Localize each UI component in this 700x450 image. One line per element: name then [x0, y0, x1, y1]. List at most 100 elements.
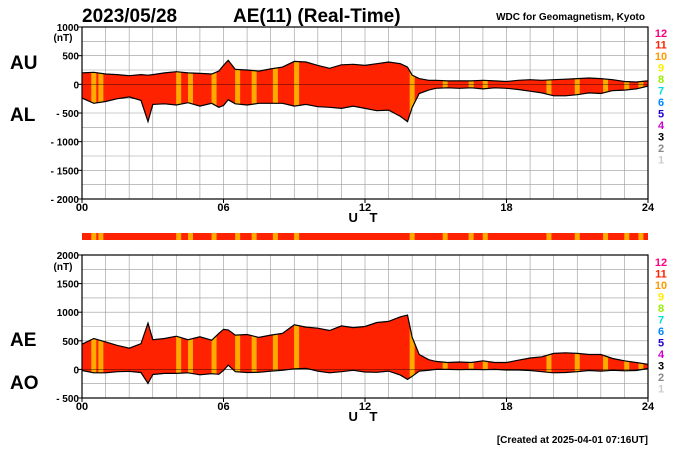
- station-bar-segment: [211, 233, 217, 240]
- station-bar-segment: [574, 233, 580, 240]
- ae-ao-x-ticks: 00 06 12 18 24: [76, 398, 655, 413]
- station-band: [603, 60, 609, 122]
- station-bar-segment: [251, 233, 257, 240]
- y-tick-label: 1000: [57, 308, 80, 319]
- station-count-12: 12: [655, 28, 667, 40]
- station-band: [294, 315, 300, 384]
- y-tick-label: 1000: [57, 23, 80, 34]
- y-tick-label: - 1500: [51, 166, 80, 177]
- station-count-1: 1: [658, 155, 664, 167]
- y-tick-label: 0: [73, 365, 79, 376]
- x-tick-label: 24: [642, 202, 655, 214]
- station-band: [91, 315, 97, 384]
- x-tick-label: 00: [76, 202, 88, 214]
- created-timestamp: [Created at 2025-04-01 07:16UT]: [497, 435, 648, 446]
- station-band: [574, 60, 580, 122]
- station-bar-fill: [82, 233, 648, 240]
- station-band: [176, 60, 182, 122]
- station-bar-segment: [482, 233, 488, 240]
- station-bar-segment: [235, 233, 241, 240]
- station-count-7: 7: [658, 86, 664, 98]
- series-line-au: [82, 59, 648, 83]
- station-bar-segment: [98, 233, 104, 240]
- station-count-6: 6: [658, 326, 664, 338]
- ao-label: AO: [10, 373, 39, 394]
- station-bar-segment: [624, 233, 630, 240]
- station-bar-segment: [638, 233, 644, 240]
- station-bar-segment: [91, 233, 97, 240]
- station-bar-segment: [409, 233, 415, 240]
- station-count-11: 11: [655, 40, 667, 52]
- station-bar-segment: [272, 233, 278, 240]
- y-tick-label: - 500: [56, 109, 79, 120]
- series-line-ao: [82, 364, 648, 385]
- station-count-10: 10: [655, 51, 667, 63]
- y-tick-label: 0: [73, 80, 79, 91]
- station-bar-segment: [603, 233, 609, 240]
- station-count-7: 7: [658, 315, 664, 327]
- station-count-11: 11: [655, 269, 667, 281]
- y-tick-label: 500: [62, 52, 79, 63]
- station-count-1: 1: [658, 384, 664, 396]
- station-bar-segment: [442, 233, 448, 240]
- station-band: [272, 60, 278, 122]
- au-al-x-ticks: 00 06 12 18 24: [76, 199, 655, 214]
- station-count-3: 3: [658, 361, 664, 373]
- station-band: [235, 315, 241, 384]
- station-bar: [82, 233, 648, 240]
- station-band: [176, 315, 182, 384]
- y-tick-label: - 2000: [51, 195, 80, 206]
- station-band: [91, 60, 97, 122]
- station-band: [211, 60, 217, 122]
- station-bar-segment: [294, 233, 300, 240]
- al-label: AL: [10, 105, 36, 126]
- date-title: 2023/05/28: [82, 6, 177, 27]
- station-count-9: 9: [658, 63, 664, 75]
- x-tick-label: 06: [217, 202, 229, 214]
- series-line-al: [82, 85, 648, 124]
- y-tick-label: 1500: [57, 280, 80, 291]
- station-bar-segment: [546, 233, 552, 240]
- station-band: [409, 60, 415, 122]
- ae-ao-unit-label: (nT): [54, 262, 73, 273]
- station-count-4: 4: [658, 120, 665, 132]
- x-tick-label: 18: [500, 401, 512, 413]
- station-count-2: 2: [658, 143, 664, 155]
- ae-ao-x-axis-label: U T: [349, 409, 382, 424]
- station-count-5: 5: [658, 338, 664, 350]
- station-band: [211, 315, 217, 384]
- y-tick-label: 2000: [57, 251, 80, 262]
- station-bar-segment: [176, 233, 182, 240]
- x-tick-label: 12: [359, 202, 371, 214]
- au-al-y-ticks: 1000 500 0 - 500 - 1000 - 1500 - 2000: [51, 23, 82, 206]
- station-count-6: 6: [658, 97, 664, 109]
- station-band: [294, 60, 300, 122]
- ae-ao-y-ticks: 2000 1500 1000 500 0 - 500: [56, 251, 82, 405]
- station-bar-segment: [187, 233, 193, 240]
- station-count-5: 5: [658, 109, 664, 121]
- au-al-area: [82, 27, 648, 199]
- station-count-9: 9: [658, 292, 664, 304]
- station-count-4: 4: [658, 349, 665, 361]
- station-band: [251, 60, 257, 122]
- x-tick-label: 18: [500, 202, 512, 214]
- x-tick-label: 12: [359, 401, 371, 413]
- y-tick-label: - 500: [56, 394, 79, 405]
- station-count-2: 2: [658, 372, 664, 384]
- source-label: WDC for Geomagnetism, Kyoto: [496, 12, 645, 23]
- ae-label: AE: [10, 330, 36, 351]
- station-count-12: 12: [655, 257, 667, 269]
- station-count-3: 3: [658, 132, 664, 144]
- x-tick-label: 24: [642, 401, 655, 413]
- station-band: [98, 60, 104, 122]
- station-count-8: 8: [658, 74, 664, 86]
- station-band: [187, 315, 193, 384]
- au-al-x-axis-label: U T: [349, 210, 382, 225]
- au-label: AU: [10, 53, 37, 74]
- x-tick-label: 00: [76, 401, 88, 413]
- series-line-ae: [82, 314, 648, 365]
